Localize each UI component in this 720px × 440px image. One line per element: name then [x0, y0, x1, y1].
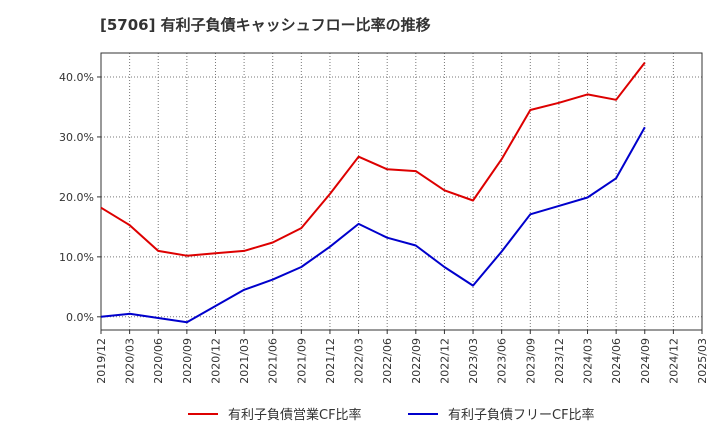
x-tick-label: 2025/03	[696, 338, 709, 384]
grid-layer	[101, 53, 702, 330]
x-tick-label: 2024/06	[610, 338, 623, 384]
plot-frame	[100, 52, 703, 331]
x-tick-label: 2020/09	[181, 338, 194, 384]
x-tick-label: 2020/03	[124, 338, 137, 384]
x-tick-label: 2020/12	[209, 338, 222, 384]
x-tick-label: 2024/09	[639, 338, 652, 384]
x-tick-label: 2023/09	[524, 338, 537, 384]
series-line-1	[100, 61, 646, 257]
x-tick-label: 2022/06	[381, 338, 394, 384]
x-tick-label: 2022/12	[438, 338, 451, 384]
x-tick-label: 2021/09	[295, 338, 308, 384]
x-axis-ticks: 2019/12 2020/03 2020/06 2020/09 2020/12 2021/…	[95, 330, 709, 384]
x-tick-label: 2023/06	[496, 338, 509, 384]
y-tick-label: 20.0%	[59, 191, 94, 204]
x-tick-label: 2019/12	[95, 338, 108, 384]
legend-label-2: 有利子負債フリーCF比率	[448, 407, 595, 423]
x-tick-label: 2021/03	[238, 338, 251, 384]
x-tick-label: 2024/12	[667, 338, 680, 384]
x-tick-label: 2023/03	[467, 338, 480, 384]
x-tick-label: 2020/06	[152, 338, 165, 384]
x-tick-label: 2022/09	[410, 338, 423, 384]
x-tick-label: 2024/03	[582, 338, 595, 384]
legend: 有利子負債営業CF比率 有利子負債フリーCF比率	[188, 407, 595, 423]
x-tick-label: 2021/12	[324, 338, 337, 384]
x-tick-label: 2023/12	[553, 338, 566, 384]
y-axis-ticks: 0.0% 10.0% 20.0% 30.0% 40.0%	[59, 71, 101, 324]
x-tick-label: 2022/03	[353, 338, 366, 384]
y-tick-label: 40.0%	[59, 71, 94, 84]
x-tick-label: 2021/06	[267, 338, 280, 384]
legend-label-1: 有利子負債営業CF比率	[228, 407, 362, 423]
series-layer	[100, 61, 646, 324]
y-tick-label: 10.0%	[59, 251, 94, 264]
y-tick-label: 30.0%	[59, 131, 94, 144]
chart-title: [5706] 有利子負債キャッシュフロー比率の推移	[100, 16, 431, 34]
y-tick-label: 0.0%	[66, 311, 94, 324]
series-line-2	[100, 126, 646, 324]
